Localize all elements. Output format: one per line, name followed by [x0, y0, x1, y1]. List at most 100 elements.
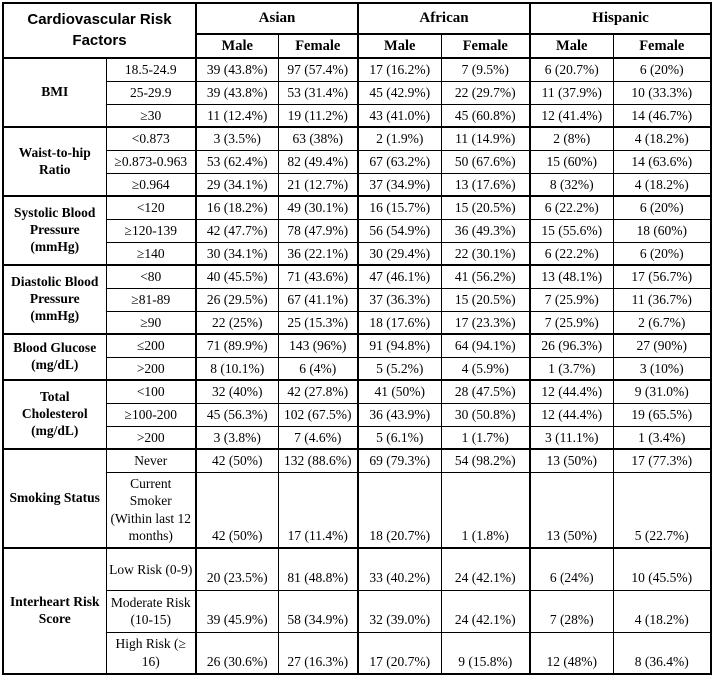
category-label: Diastolic Blood Pressure (mmHg)	[2, 264, 107, 335]
value-cell: 97 (57.4%)	[277, 57, 359, 82]
value-cell: 26 (29.5%)	[195, 287, 279, 312]
value-cell: 39 (43.8%)	[195, 80, 279, 105]
range-cell: >200	[105, 425, 197, 450]
value-cell: 42 (47.7%)	[195, 218, 279, 243]
value-cell: 37 (34.9%)	[357, 172, 442, 197]
value-cell: 9 (15.8%)	[440, 631, 531, 675]
value-cell: 2 (6.7%)	[612, 310, 712, 335]
value-cell: 2 (8%)	[529, 126, 614, 151]
category-label: Systolic Blood Pressure (mmHg)	[2, 195, 107, 266]
range-cell: Current Smoker (Within last 12 months)	[105, 471, 197, 549]
value-cell: 5 (22.7%)	[612, 471, 712, 549]
section-smoking-status: Smoking Status Never 42 (50%) 132 (88.6%) 69…	[2, 448, 712, 549]
section-interheart-risk-score: Interheart Risk Score Low Risk (0-9) 20 (2…	[2, 547, 712, 675]
value-cell: 45 (42.9%)	[357, 80, 442, 105]
value-cell: 30 (29.4%)	[357, 241, 442, 266]
value-cell: 82 (49.4%)	[277, 149, 359, 174]
value-cell: 36 (43.9%)	[357, 402, 442, 427]
value-cell: 29 (34.1%)	[195, 172, 279, 197]
value-cell: 71 (43.6%)	[277, 264, 359, 289]
value-cell: 43 (41.0%)	[357, 103, 442, 128]
value-cell: 143 (96%)	[277, 333, 359, 358]
value-cell: 56 (54.9%)	[357, 218, 442, 243]
value-cell: 69 (79.3%)	[357, 448, 442, 473]
value-cell: 7 (25.9%)	[529, 310, 614, 335]
table-row: BMI 18.5-24.9 39 (43.8%) 97 (57.4%) 17 (16.2…	[2, 57, 712, 128]
section-blood-glucose-mg-dl: Blood Glucose (mg/dL) ≤200 71 (89.9%) 143 (…	[2, 333, 712, 381]
value-cell: 71 (89.9%)	[195, 333, 279, 358]
col-header-hispanic-male: Male	[529, 33, 614, 59]
value-cell: 13 (48.1%)	[529, 264, 614, 289]
table-row: ≥90 22 (25%) 25 (15.3%) 18 (17.6%) 17 (23.3%…	[3, 310, 712, 335]
value-cell: 3 (11.1%)	[529, 425, 614, 450]
table-row: ≥100-200 45 (56.3%) 102 (67.5%) 36 (43.9%) 3…	[3, 402, 712, 427]
range-cell: ≥140	[105, 241, 197, 266]
table-row: ≥140 30 (34.1%) 36 (22.1%) 30 (29.4%) 22 (30…	[3, 241, 712, 266]
value-cell: 13 (50%)	[529, 471, 614, 549]
value-cell: 26 (96.3%)	[529, 333, 614, 358]
value-cell: 6 (22.2%)	[529, 241, 614, 266]
value-cell: 41 (56.2%)	[440, 264, 531, 289]
value-cell: 25 (15.3%)	[277, 310, 359, 335]
value-cell: 102 (67.5%)	[277, 402, 359, 427]
table-row: Diastolic Blood Pressure (mmHg) <80 40 (45…	[2, 264, 712, 335]
value-cell: 33 (40.2%)	[357, 547, 442, 591]
range-cell: ≥81-89	[105, 287, 197, 312]
table-row: Smoking Status Never 42 (50%) 132 (88.6%) 69…	[2, 448, 712, 549]
table-row: >200 3 (3.8%) 7 (4.6%) 5 (6.1%) 1 (1.7%) 3 (1…	[3, 425, 712, 450]
value-cell: 11 (12.4%)	[195, 103, 279, 128]
group-header-african: African	[357, 2, 531, 35]
table-row: ≥120-139 42 (47.7%) 78 (47.9%) 56 (54.9%) 36…	[3, 218, 712, 243]
value-cell: 1 (1.8%)	[440, 471, 531, 549]
value-cell: 12 (44.4%)	[529, 402, 614, 427]
range-cell: <80	[105, 264, 197, 289]
value-cell: 22 (29.7%)	[440, 80, 531, 105]
range-cell: Low Risk (0-9)	[105, 547, 197, 591]
section-waist-to-hip-ratio: Waist-to-hip Ratio <0.873 3 (3.5%) 63 (38%)…	[2, 126, 712, 197]
value-cell: 42 (50%)	[195, 448, 279, 473]
value-cell: 16 (15.7%)	[357, 195, 442, 220]
table-row: >200 8 (10.1%) 6 (4%) 5 (5.2%) 4 (5.9%) 1 (3.…	[3, 356, 712, 381]
table-row: Moderate Risk (10-15) 39 (45.9%) 58 (34.9%…	[3, 589, 712, 633]
value-cell: 8 (36.4%)	[612, 631, 712, 675]
value-cell: 6 (24%)	[529, 547, 614, 591]
value-cell: 132 (88.6%)	[277, 448, 359, 473]
value-cell: 10 (33.3%)	[612, 80, 712, 105]
range-cell: ≥90	[105, 310, 197, 335]
value-cell: 58 (34.9%)	[277, 589, 359, 633]
range-cell: ≤200	[105, 333, 197, 358]
value-cell: 17 (77.3%)	[612, 448, 712, 473]
value-cell: 1 (3.4%)	[612, 425, 712, 450]
header-group-row: Cardiovascular Risk Factors Asian Africa…	[2, 2, 712, 59]
table-row: High Risk (≥ 16) 26 (30.6%) 27 (16.3%) 17 (…	[3, 631, 712, 675]
value-cell: 30 (34.1%)	[195, 241, 279, 266]
value-cell: 54 (98.2%)	[440, 448, 531, 473]
value-cell: 32 (39.0%)	[357, 589, 442, 633]
value-cell: 19 (65.5%)	[612, 402, 712, 427]
value-cell: 3 (10%)	[612, 356, 712, 381]
value-cell: 28 (47.5%)	[440, 379, 531, 404]
value-cell: 6 (20%)	[612, 241, 712, 266]
value-cell: 14 (63.6%)	[612, 149, 712, 174]
section-diastolic-blood-pressure-mmhg: Diastolic Blood Pressure (mmHg) <80 40 (45…	[2, 264, 712, 335]
value-cell: 10 (45.5%)	[612, 547, 712, 591]
range-cell: Moderate Risk (10-15)	[105, 589, 197, 633]
value-cell: 15 (60%)	[529, 149, 614, 174]
value-cell: 11 (14.9%)	[440, 126, 531, 151]
value-cell: 7 (9.5%)	[440, 57, 531, 82]
value-cell: 12 (44.4%)	[529, 379, 614, 404]
value-cell: 45 (56.3%)	[195, 402, 279, 427]
value-cell: 18 (60%)	[612, 218, 712, 243]
value-cell: 6 (20%)	[612, 57, 712, 82]
category-label: BMI	[2, 57, 107, 128]
range-cell: Never	[105, 448, 197, 473]
value-cell: 45 (60.8%)	[440, 103, 531, 128]
value-cell: 5 (5.2%)	[357, 356, 442, 381]
section-total-cholesterol-mg-dl: Total Cholesterol (mg/dL) <100 32 (40%) 42 …	[2, 379, 712, 450]
value-cell: 24 (42.1%)	[440, 547, 531, 591]
value-cell: 5 (6.1%)	[357, 425, 442, 450]
value-cell: 19 (11.2%)	[277, 103, 359, 128]
value-cell: 47 (46.1%)	[357, 264, 442, 289]
value-cell: 4 (18.2%)	[612, 172, 712, 197]
